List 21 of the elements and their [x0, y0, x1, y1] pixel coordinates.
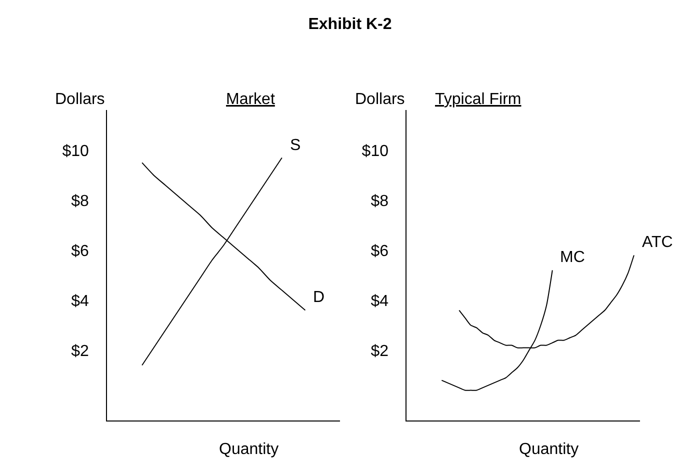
x-axis-title: Quantity — [519, 441, 579, 458]
y-tick-label: $4 — [71, 292, 89, 310]
y-tick-label: $8 — [370, 192, 389, 210]
y-tick-label: $6 — [370, 242, 389, 260]
y-tick-label: $10 — [362, 142, 389, 160]
series-label: S — [290, 137, 301, 154]
y-axis-title: Dollars — [355, 91, 405, 108]
chart-subtitle: Typical Firm — [435, 91, 522, 108]
chart-title: Exhibit K-2 — [308, 16, 392, 33]
y-tick-label: $8 — [71, 192, 89, 210]
y-tick-label: $2 — [71, 342, 89, 360]
x-axis-title: Quantity — [219, 441, 279, 458]
chart-subtitle: Market — [226, 91, 276, 108]
series-label: ATC — [642, 234, 673, 251]
series-label: MC — [560, 249, 585, 266]
y-tick-label: $4 — [370, 292, 389, 310]
series-label: D — [313, 289, 325, 306]
y-tick-label: $10 — [62, 142, 89, 160]
y-tick-label: $6 — [71, 242, 89, 260]
y-axis-title: Dollars — [55, 91, 105, 108]
y-tick-label: $2 — [370, 342, 389, 360]
